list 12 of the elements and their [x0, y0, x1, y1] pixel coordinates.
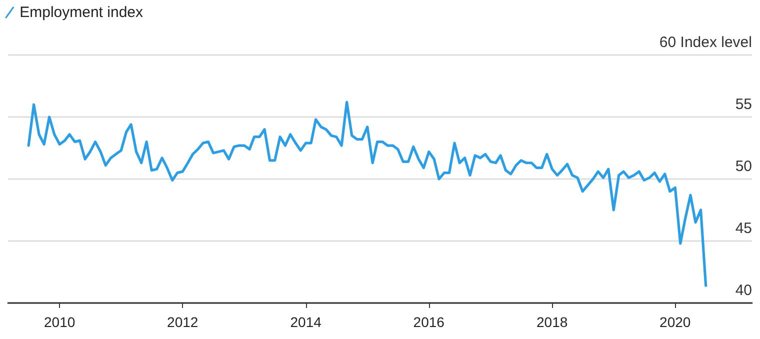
y-tick-label: 50 — [735, 158, 752, 175]
x-tick-label: 2012 — [167, 314, 198, 330]
y-tick-label: 40 — [735, 282, 752, 299]
y-tick-label: 55 — [735, 96, 752, 113]
legend-label: Employment index — [20, 4, 144, 21]
x-tick-label: 2014 — [290, 314, 322, 330]
y-tick-label: 60 Index level — [659, 34, 752, 51]
x-tick-label: 2018 — [536, 314, 568, 330]
x-tick-label: 2010 — [44, 314, 76, 330]
x-tick-label: 2020 — [660, 314, 691, 330]
y-tick-label: 45 — [735, 220, 752, 237]
x-tick-label: 2016 — [413, 314, 445, 330]
